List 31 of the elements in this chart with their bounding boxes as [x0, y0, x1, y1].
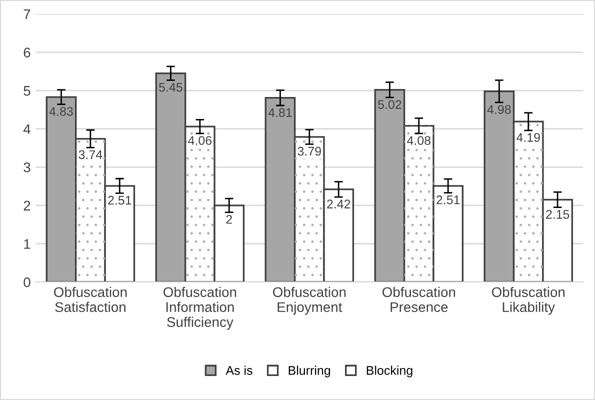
y-tick-label: 5 [24, 86, 30, 96]
x-tick-label: Obfuscation Presence [382, 286, 456, 312]
data-label: 5.02 [378, 100, 402, 109]
x-tick-label: Obfuscation Information Sufficiency [164, 286, 236, 330]
data-label: 3.79 [298, 146, 321, 156]
data-label: 4.19 [516, 133, 540, 142]
data-label: 4.81 [268, 108, 292, 117]
data-label: 2.51 [108, 196, 132, 205]
data-label: 4.06 [188, 136, 212, 145]
y-tick-label: 7 [24, 9, 30, 20]
y-tick-label: 6 [24, 48, 30, 58]
legend-label: Blurring [288, 366, 330, 378]
legend-label: Blocking [366, 366, 412, 378]
x-tick-label: Obfuscation Enjoyment [273, 286, 346, 315]
y-tick-label: 1 [24, 239, 30, 249]
y-tick-label: 2 [24, 200, 30, 210]
legend-label: As is [226, 366, 252, 375]
data-label: 2.42 [327, 200, 350, 208]
y-tick-label: 3 [24, 162, 30, 172]
data-label: 3.74 [78, 150, 102, 160]
y-tick-label: 0 [24, 277, 30, 288]
x-tick-label: Obfuscation Satisfaction [54, 286, 127, 312]
y-tick-label: 4 [23, 124, 30, 134]
data-label: 5.45 [159, 82, 182, 92]
data-label: 2 [226, 214, 232, 224]
x-tick-label: Obfuscation Likability [492, 286, 565, 315]
data-label: 4.98 [487, 105, 511, 114]
data-label: 2.51 [436, 195, 460, 204]
data-label: 4.83 [49, 106, 73, 116]
data-label: 2.15 [546, 210, 570, 219]
data-label: 4.08 [407, 136, 430, 145]
